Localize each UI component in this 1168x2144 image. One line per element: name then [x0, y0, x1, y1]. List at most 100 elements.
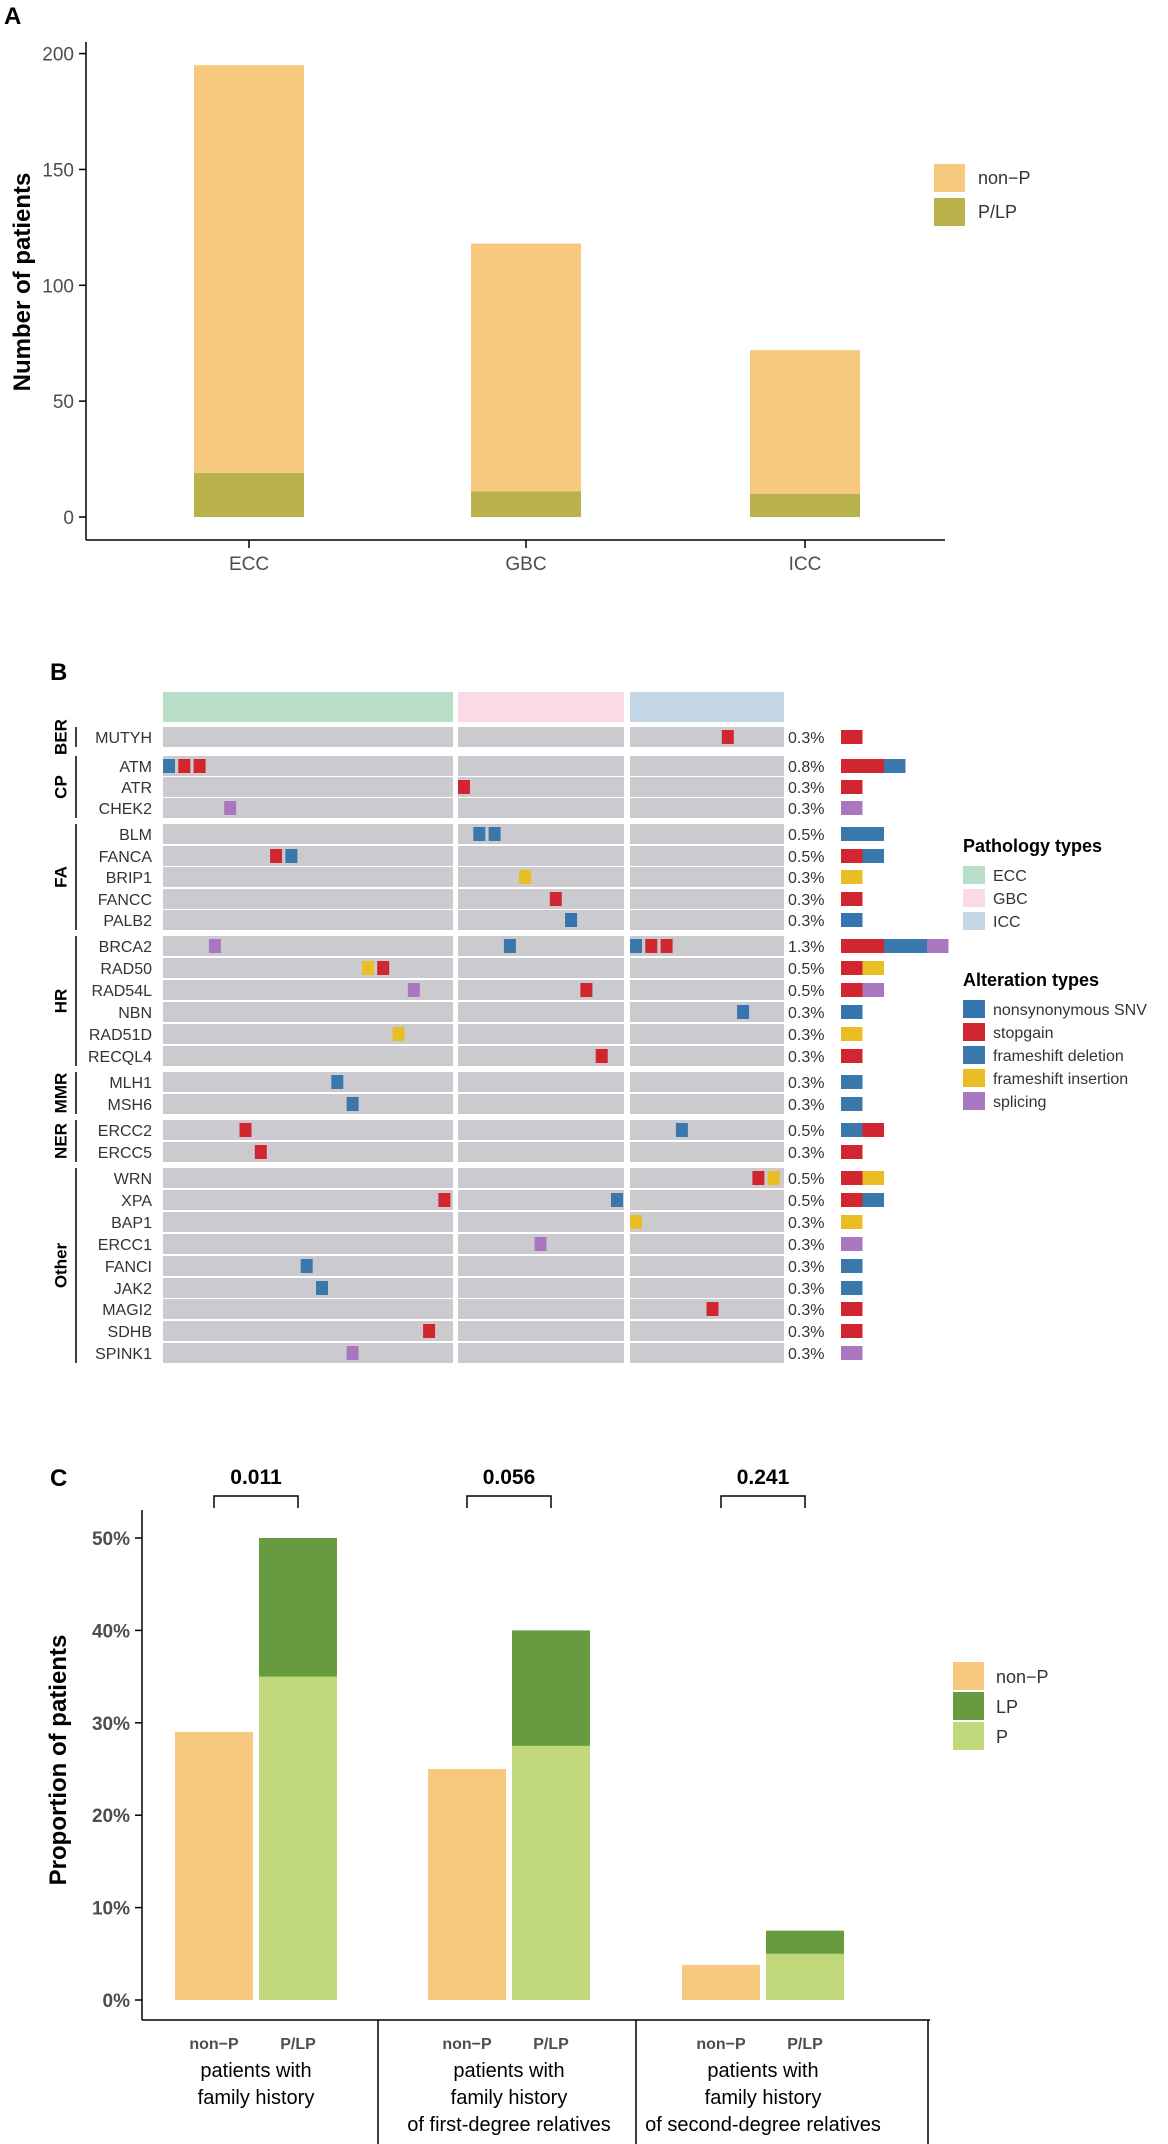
panelB-alteration-mark — [503, 939, 516, 953]
panelB-gene-label: WRN — [114, 1171, 152, 1188]
panelA-x-tick-label: GBC — [505, 554, 546, 575]
panelB-count-bar-segment — [841, 961, 863, 975]
panelB-track — [458, 936, 624, 956]
panelA-y-tick-label: 50 — [53, 392, 74, 413]
panelB-gene-label: MUTYH — [95, 730, 152, 747]
panelB-track — [458, 798, 624, 818]
panelB-track — [458, 1212, 624, 1232]
panelB-track — [630, 1343, 784, 1363]
panelC-y-tick-label: 0% — [103, 1991, 131, 2012]
panelB-track — [458, 1024, 624, 1044]
panelB-gene-label: MAGI2 — [102, 1302, 152, 1319]
panelC-y-tick-label: 20% — [92, 1806, 130, 1827]
panelB-track — [163, 1142, 453, 1162]
panelB-track — [458, 910, 624, 930]
panelA-x-tick-label: ECC — [229, 554, 269, 575]
panelC-pvalue: 0.056 — [483, 1466, 536, 1489]
panelA-legend-swatch-PLP — [934, 198, 965, 226]
panelB-track — [630, 1168, 784, 1188]
panelB-alteration-mark — [721, 730, 734, 744]
panelB-count-bar-segment — [841, 1097, 863, 1111]
panelB-alteration-mark — [473, 827, 486, 841]
panelB-gene-label: NBN — [118, 1005, 152, 1022]
panelB-legend-swatch-fsins — [963, 1069, 985, 1087]
panelB-track — [163, 980, 453, 1000]
panelC-bar-label-PLP: P/LP — [280, 2036, 316, 2053]
panelB-gene-label: SDHB — [108, 1324, 152, 1341]
panelB-count-bar-segment — [841, 1215, 863, 1229]
panelB-count-bar-segment — [841, 1123, 863, 1137]
panelB-count-bar-segment — [841, 1145, 863, 1159]
panelC-y-tick-label: 40% — [92, 1621, 130, 1642]
panelB-count-bar-segment — [862, 849, 884, 863]
panelA-bar-nonP — [750, 350, 860, 494]
panelB-pct-label: 0.3% — [788, 1324, 824, 1341]
panelB-pct-label: 0.3% — [788, 913, 824, 930]
panelB-gene-label: ERCC5 — [98, 1145, 152, 1162]
panelB-pct-label: 0.3% — [788, 1075, 824, 1092]
panelB-track — [458, 958, 624, 978]
panelB-track — [458, 1072, 624, 1092]
panelB-legend-label-fsins: frameshift insertion — [993, 1071, 1128, 1088]
panelB-count-bar-segment — [841, 913, 863, 927]
panelB-count-bar-segment — [884, 939, 906, 953]
panelB-gene-label: ATR — [121, 780, 152, 797]
panelB-alteration-mark — [488, 827, 501, 841]
panelB-pct-label: 0.3% — [788, 1237, 824, 1254]
panelB-gene-label: RECQL4 — [88, 1049, 152, 1066]
panelA-y-tick-label: 150 — [42, 160, 74, 181]
panelB-gene-label: MLH1 — [109, 1075, 152, 1092]
panelB-alteration-mark — [549, 892, 562, 906]
panelA-y-tick-label: 0 — [63, 508, 74, 529]
panelC-bar-label-PLP: P/LP — [533, 2036, 569, 2053]
panelB-pct-label: 0.5% — [788, 983, 824, 1000]
panelB-alteration-mark — [458, 780, 470, 794]
panelB-track — [630, 727, 784, 747]
panelB-legend-swatch-ICC — [963, 912, 985, 930]
panelB-pct-label: 0.5% — [788, 1193, 824, 1210]
panelB-pct-label: 1.3% — [788, 939, 824, 956]
panelB-gene-label: CHEK2 — [99, 801, 152, 818]
panelB-track — [630, 910, 784, 930]
panelB-group-label: FA — [51, 866, 70, 888]
panelB-legend-label-ICC: ICC — [993, 914, 1021, 931]
panelB-track — [458, 1299, 624, 1319]
panelB-count-bar-segment — [841, 759, 863, 773]
panelC-bar-P — [512, 1745, 590, 2000]
panelB-pct-label: 0.5% — [788, 961, 824, 978]
panelB-legend-label-nonsyn: nonsynonymous SNV — [993, 1002, 1147, 1019]
panelB-alteration-mark — [361, 961, 374, 975]
panelB-track — [630, 889, 784, 909]
panelC-bar-nonP — [175, 1732, 253, 2000]
panelC-bar-LP — [259, 1538, 337, 1677]
panelB-alteration-mark — [316, 1281, 328, 1295]
panelB-pct-label: 0.3% — [788, 892, 824, 909]
panelB-track — [458, 1142, 624, 1162]
panelB-legend-alteration-title: Alteration types — [963, 970, 1099, 990]
panelB-alteration-mark — [331, 1075, 344, 1089]
panelB-alteration-mark — [611, 1193, 623, 1207]
panelB-count-bar-segment — [841, 983, 863, 997]
panelB-track — [163, 756, 453, 776]
panelB-alteration-mark — [534, 1237, 547, 1251]
panelB-track — [163, 1072, 453, 1092]
panelB-gene-label: RAD51D — [89, 1027, 152, 1044]
panelB-pct-label: 0.3% — [788, 1215, 824, 1232]
panelB-pct-label: 0.3% — [788, 1005, 824, 1022]
panelB-track — [630, 1120, 784, 1140]
panelB-track — [458, 1343, 624, 1363]
panelB-track — [458, 1321, 624, 1341]
panelB-pct-label: 0.3% — [788, 870, 824, 887]
panelB-count-bar-segment — [841, 827, 863, 841]
panelC-bar-label-nonP: non−P — [442, 2036, 492, 2053]
panelB-track — [163, 824, 453, 844]
panelB-pathology-bar-GBC — [458, 692, 624, 722]
panelC-group-label: of second-degree relatives — [645, 2114, 881, 2136]
panelA-legend-swatch-nonP — [934, 164, 965, 192]
panelB-alteration-mark — [706, 1302, 719, 1316]
panelB-count-bar-segment — [841, 849, 863, 863]
panelB-pct-label: 0.5% — [788, 1171, 824, 1188]
panelB-alteration-mark — [580, 983, 593, 997]
panelA-bar-nonP — [194, 65, 304, 473]
